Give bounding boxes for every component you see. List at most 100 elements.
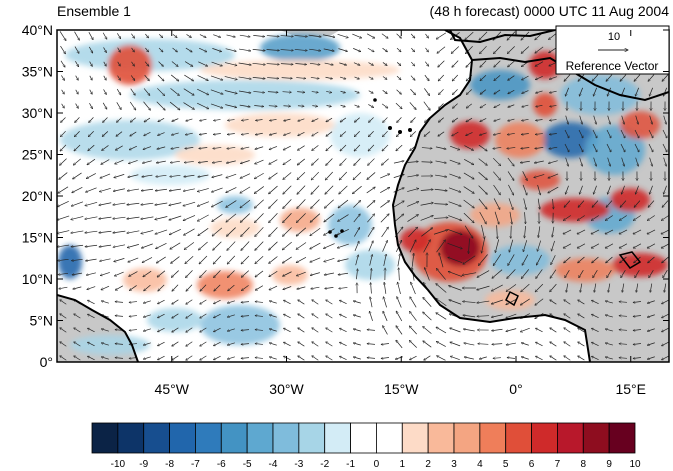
wind-vectors	[57, 31, 669, 360]
wind-vector	[605, 329, 613, 332]
wind-vector	[492, 269, 503, 279]
wind-vector	[283, 145, 291, 150]
wind-vector	[171, 61, 178, 67]
wind-vector	[550, 283, 557, 292]
wind-vector	[88, 32, 93, 40]
wind-vector	[525, 212, 526, 224]
wind-vector	[224, 62, 237, 66]
wind-vector	[142, 174, 153, 177]
wind-vector	[268, 185, 278, 194]
wind-vector	[157, 341, 165, 346]
wind-vector	[60, 60, 65, 67]
wind-vector	[550, 300, 557, 305]
wind-vector	[494, 118, 501, 121]
wind-vector	[224, 76, 238, 79]
wind-vector	[523, 198, 527, 209]
wind-vector	[170, 88, 180, 95]
wind-vector	[411, 282, 416, 295]
wind-vector	[241, 120, 249, 121]
wind-vector	[183, 88, 194, 96]
wind-vector	[324, 272, 335, 275]
wind-vector	[367, 172, 376, 179]
wind-vector	[169, 215, 182, 220]
wind-vector	[103, 75, 107, 80]
wind-vector	[75, 117, 80, 122]
wind-vector	[312, 356, 319, 361]
wind-vector	[71, 201, 84, 206]
wind-vector	[57, 244, 70, 247]
wind-vector	[396, 311, 403, 322]
wind-vector	[141, 230, 154, 233]
wind-vector	[371, 268, 372, 280]
wind-vector	[579, 269, 584, 278]
wind-vector	[59, 158, 67, 166]
wind-vector	[619, 302, 628, 303]
wind-vector	[101, 159, 110, 165]
wind-vector	[634, 200, 641, 208]
wind-vector	[324, 62, 334, 65]
wind-vector	[495, 239, 500, 252]
wind-vector	[283, 199, 292, 208]
wind-vector	[339, 171, 348, 180]
wind-vector	[478, 171, 488, 180]
wind-vector	[340, 117, 347, 122]
wind-vector	[380, 174, 390, 179]
wind-vector	[241, 344, 250, 345]
wind-vector	[536, 105, 543, 106]
wind-vector	[308, 34, 322, 37]
lake-volta	[505, 290, 519, 307]
wind-vector	[171, 132, 179, 135]
wind-vector	[226, 160, 236, 163]
colorbar-label: -8	[165, 459, 174, 470]
wind-vector	[421, 148, 432, 149]
wind-vector	[211, 187, 223, 192]
wind-vector	[102, 102, 107, 109]
wind-vector	[396, 144, 403, 151]
wind-vector	[280, 50, 294, 51]
wind-vector	[197, 102, 209, 109]
wind-vector	[425, 267, 430, 281]
wind-vector	[102, 131, 109, 136]
wind-vector	[480, 74, 487, 81]
wind-vector	[240, 173, 251, 179]
wind-vector	[368, 62, 374, 66]
wind-vector	[280, 64, 293, 65]
wind-vector	[269, 285, 278, 290]
wind-vector	[592, 74, 599, 82]
wind-vector	[593, 269, 598, 278]
wind-vector	[383, 254, 387, 267]
wind-vector	[143, 314, 151, 317]
wind-vector	[447, 229, 462, 234]
wind-vector	[61, 103, 65, 108]
wind-vector	[409, 240, 416, 253]
wind-vector	[634, 256, 641, 263]
wind-vector	[537, 198, 540, 210]
wind-vector	[354, 117, 360, 123]
colorbar-swatch	[427, 422, 455, 454]
wind-vector	[635, 157, 639, 167]
wind-vector	[578, 356, 585, 361]
wind-vector	[324, 199, 334, 209]
wind-vector	[578, 200, 585, 208]
wind-vector	[383, 297, 387, 308]
wind-vector	[269, 301, 277, 304]
wind-vector	[156, 174, 167, 176]
wind-vector	[86, 173, 96, 178]
wind-vector	[534, 174, 545, 177]
wind-vector	[199, 133, 207, 134]
wind-vector	[522, 104, 529, 107]
wind-vector	[213, 255, 222, 264]
wind-vector	[115, 159, 124, 164]
wind-vector	[634, 74, 641, 82]
wind-vector	[184, 174, 195, 177]
wind-vector	[283, 213, 292, 222]
wind-vector	[548, 186, 559, 193]
wind-vector	[436, 240, 446, 253]
colorbar-label: -5	[243, 459, 252, 470]
wind-vector	[606, 129, 611, 138]
wind-vector	[564, 328, 571, 333]
wind-vector	[662, 143, 667, 152]
wind-vector	[353, 171, 362, 180]
wind-vector	[578, 129, 583, 138]
wind-vector	[435, 174, 447, 177]
